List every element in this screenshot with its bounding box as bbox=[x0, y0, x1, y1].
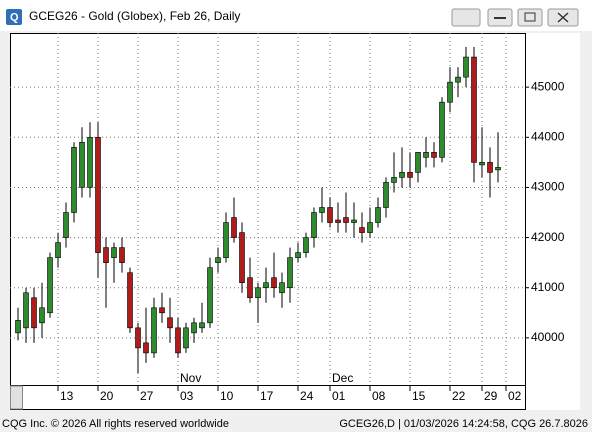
month-label: Nov bbox=[180, 371, 201, 385]
candle-body bbox=[343, 217, 349, 223]
x-tick-label: 13 bbox=[60, 389, 74, 403]
candle-body bbox=[55, 242, 61, 258]
candle-body bbox=[87, 136, 93, 188]
y-tick-label: 43000 bbox=[531, 180, 565, 194]
candle-body bbox=[183, 327, 189, 349]
candle-body bbox=[143, 342, 149, 354]
candle-body bbox=[487, 162, 493, 173]
close-glyph bbox=[557, 12, 569, 23]
candle-body bbox=[135, 327, 141, 349]
candle-body bbox=[463, 56, 469, 78]
minimize-glyph bbox=[494, 17, 506, 19]
candle-body bbox=[447, 81, 453, 103]
candle-body bbox=[23, 292, 29, 329]
y-tick-label: 41000 bbox=[531, 280, 565, 294]
candle-body bbox=[247, 277, 253, 299]
candle-body bbox=[383, 182, 389, 208]
app-icon-glyph: Q bbox=[10, 11, 19, 23]
candle-body bbox=[319, 207, 325, 213]
chart-panel bbox=[10, 33, 580, 410]
candle-body bbox=[423, 152, 429, 158]
x-tick-label: 29 bbox=[484, 389, 498, 403]
candle-body bbox=[47, 257, 53, 314]
candle-body bbox=[111, 247, 117, 258]
x-tick-label: 03 bbox=[180, 389, 194, 403]
maximize-button[interactable] bbox=[517, 8, 543, 27]
candle-body bbox=[223, 222, 229, 258]
candle-body bbox=[119, 247, 125, 263]
candle-body bbox=[15, 320, 21, 334]
candle-body bbox=[479, 162, 485, 166]
candle-body bbox=[327, 207, 333, 223]
candle-body bbox=[71, 147, 77, 213]
footer-right: GCEG26,D | 01/03/2026 14:24:58, CQG 26.7… bbox=[339, 418, 588, 430]
footer-left: CQG Inc. © 2026 All rights reserved worl… bbox=[2, 418, 229, 430]
app-icon bbox=[6, 9, 22, 25]
candle-body bbox=[407, 172, 413, 178]
candle-body bbox=[215, 257, 221, 263]
candle-body bbox=[399, 172, 405, 178]
y-tick-label: 45000 bbox=[531, 79, 565, 93]
candle-body bbox=[255, 287, 261, 299]
candle-body bbox=[103, 247, 109, 263]
x-tick-label: 17 bbox=[260, 389, 274, 403]
candle-body bbox=[359, 227, 365, 233]
candle-body bbox=[175, 327, 181, 354]
x-tick-label: 08 bbox=[372, 389, 386, 403]
link-button[interactable] bbox=[451, 8, 481, 27]
x-tick-label: 15 bbox=[412, 389, 426, 403]
x-tick-label: 24 bbox=[300, 389, 314, 403]
x-tick-label: 02 bbox=[508, 389, 522, 403]
candle-body bbox=[207, 267, 213, 324]
candle-body bbox=[39, 307, 45, 324]
candle-body bbox=[335, 219, 341, 223]
candle-body bbox=[31, 297, 37, 329]
candle-body bbox=[95, 136, 101, 253]
candle-body bbox=[231, 217, 237, 238]
candle-body bbox=[295, 252, 301, 258]
candle-body bbox=[455, 76, 461, 83]
x-tick-label: 20 bbox=[100, 389, 114, 403]
y-tick-label: 42000 bbox=[531, 230, 565, 244]
candle-body bbox=[391, 177, 397, 183]
candle-body bbox=[431, 152, 437, 158]
candle-body bbox=[167, 317, 173, 329]
x-tick-label: 01 bbox=[332, 389, 346, 403]
candle-body bbox=[159, 307, 165, 314]
candle-body bbox=[471, 56, 477, 163]
maximize-glyph bbox=[524, 12, 536, 22]
candle-body bbox=[287, 257, 293, 289]
candle-body bbox=[311, 212, 317, 238]
candle-body bbox=[495, 167, 501, 171]
candle-body bbox=[151, 307, 157, 354]
y-tick-label: 44000 bbox=[531, 129, 565, 143]
candle-body bbox=[367, 222, 373, 233]
scroll-handle[interactable] bbox=[10, 385, 23, 410]
candle-body bbox=[199, 322, 205, 329]
candle-body bbox=[375, 207, 381, 223]
candle-body bbox=[303, 237, 309, 253]
x-tick-label: 22 bbox=[452, 389, 466, 403]
candle-body bbox=[271, 277, 277, 289]
candle-body bbox=[63, 212, 69, 238]
candle-body bbox=[239, 232, 245, 284]
y-tick-label: 40000 bbox=[531, 330, 565, 344]
candle-body bbox=[415, 152, 421, 173]
candle-body bbox=[79, 142, 85, 188]
x-tick-label: 10 bbox=[220, 389, 234, 403]
candle-body bbox=[439, 101, 445, 158]
candle-body bbox=[263, 282, 269, 289]
month-label: Dec bbox=[332, 371, 353, 385]
candle-body bbox=[351, 219, 357, 223]
window-title: GCEG26 - Gold (Globex), Feb 26, Daily bbox=[29, 9, 240, 23]
candle-body bbox=[127, 272, 133, 329]
candle-body bbox=[191, 322, 197, 334]
candle-body bbox=[279, 282, 285, 294]
x-tick-label: 27 bbox=[140, 389, 154, 403]
